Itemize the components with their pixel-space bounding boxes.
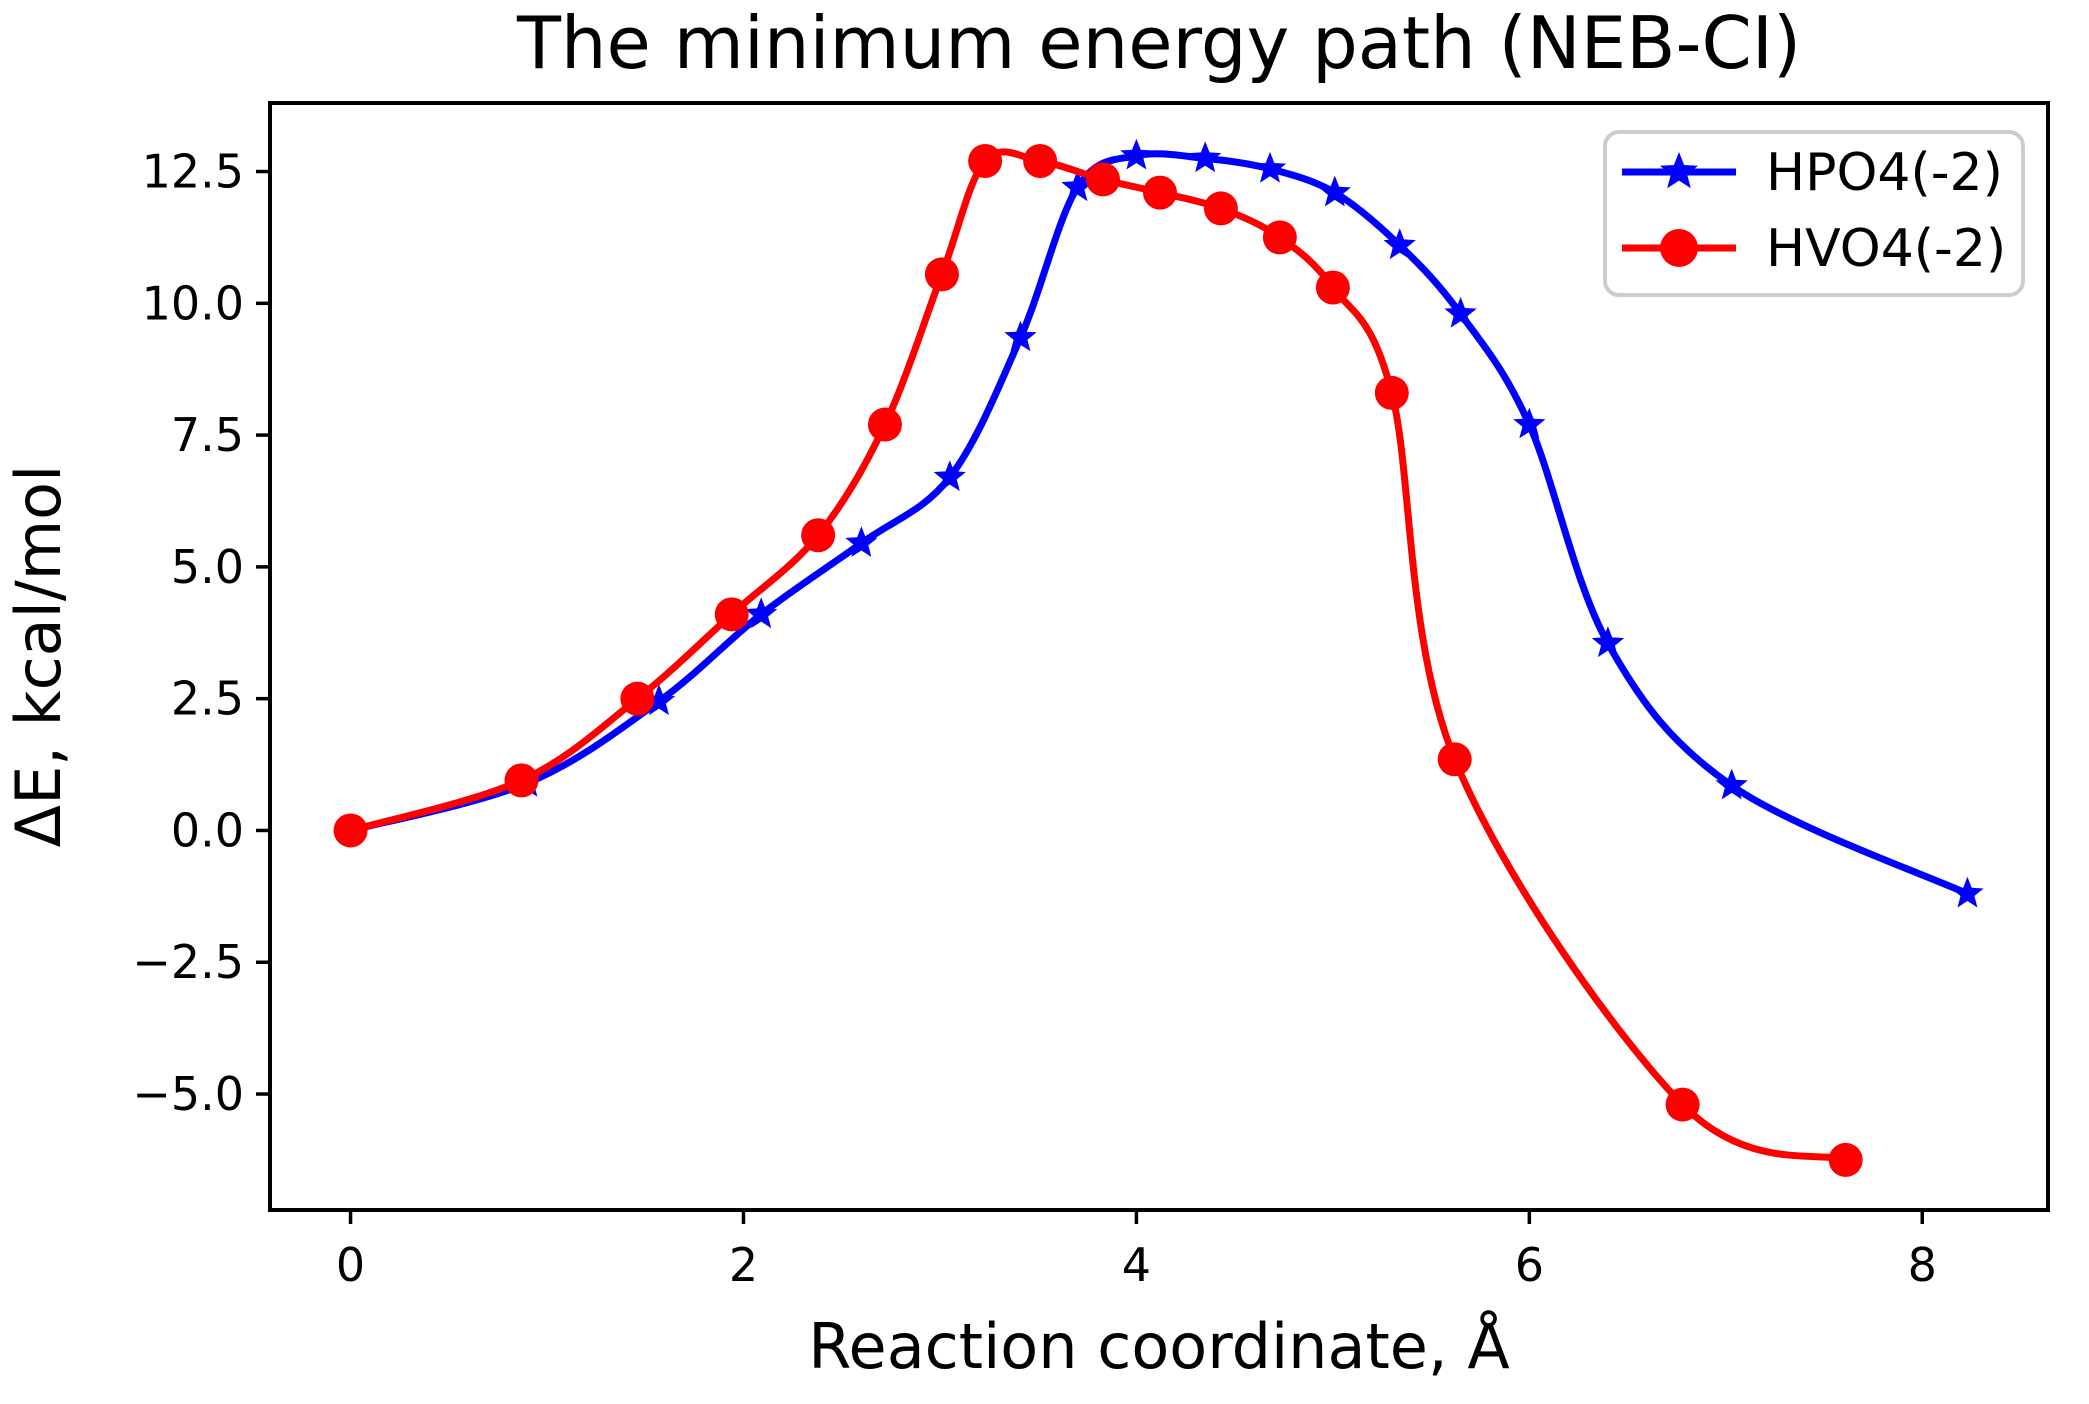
y-tick-label: −5.0 [132,1067,244,1121]
legend: HPO4(-2) HVO4(-2) [1603,130,2025,297]
x-axis-label: Reaction coordinate, Å [808,1310,1510,1383]
data-point-star [1444,296,1477,328]
series-line-hvo42 [347,148,1850,1164]
data-point-star [1189,141,1222,173]
y-tick-label: −2.5 [132,935,244,989]
data-point-circle [1374,375,1409,410]
data-point-star [1951,876,1984,908]
y-tick-label: 2.5 [171,672,244,726]
data-point-circle [1142,175,1177,210]
y-tick-label: 10.0 [142,276,244,330]
data-point-star [1715,768,1748,800]
data-point-circle [504,763,539,798]
data-point-circle [1828,1142,1863,1177]
data-point-circle [968,143,1003,178]
data-point-circle [1086,162,1121,197]
y-tick-label: 12.5 [142,145,244,199]
data-point-star [1004,320,1037,352]
data-point-circle [867,407,902,442]
data-point-circle [924,257,959,292]
data-point-star [745,597,778,629]
series-line-hpo42 [347,150,1971,898]
data-point-star [1513,407,1546,439]
plot-border [268,101,2050,1212]
y-tick-label: 0.0 [171,803,244,857]
data-point-star [1253,151,1287,183]
data-point-circle [714,597,749,632]
legend-star-marker [1660,152,1698,189]
x-tick-label: 8 [1908,1238,1937,1292]
data-point-circle [333,813,368,848]
data-point-circle [1023,143,1058,178]
data-point-star [1318,175,1351,207]
chart-title: The minimum energy path (NEB-CI) [516,1,1801,85]
y-tick-label: 5.0 [171,540,244,594]
axes: 0 2 4 6 8 −5.0 −2.5 0.0 2.5 5.0 7.5 10.0 12.5 [132,101,2050,1292]
data-point-star [1383,228,1416,260]
data-point-star [642,684,676,716]
data-point-star [1120,138,1153,170]
data-point-circle [1437,742,1472,777]
data-point-circle [1203,191,1238,226]
data-point-star [845,526,878,557]
x-tick-label: 0 [336,1238,365,1292]
x-tick-label: 2 [729,1238,758,1292]
data-point-circle [801,518,836,553]
data-point-circle [1315,270,1350,305]
data-point-star [933,460,966,491]
y-tick-label: 7.5 [171,408,244,462]
series-layer [333,138,1984,1177]
x-tick-label: 4 [1122,1238,1151,1292]
data-point-circle [1262,220,1297,255]
x-tick-label: 6 [1515,1238,1544,1292]
legend-label: HPO4(-2) [1766,143,2003,203]
data-point-star [1591,626,1625,658]
data-point-circle [620,681,655,716]
y-axis-label: ΔE, kcal/mol [2,465,75,848]
data-point-circle [1665,1087,1700,1122]
legend-circle-marker [1660,229,1698,267]
data-point-star [1061,170,1094,202]
legend-label: HVO4(-2) [1766,219,2006,279]
